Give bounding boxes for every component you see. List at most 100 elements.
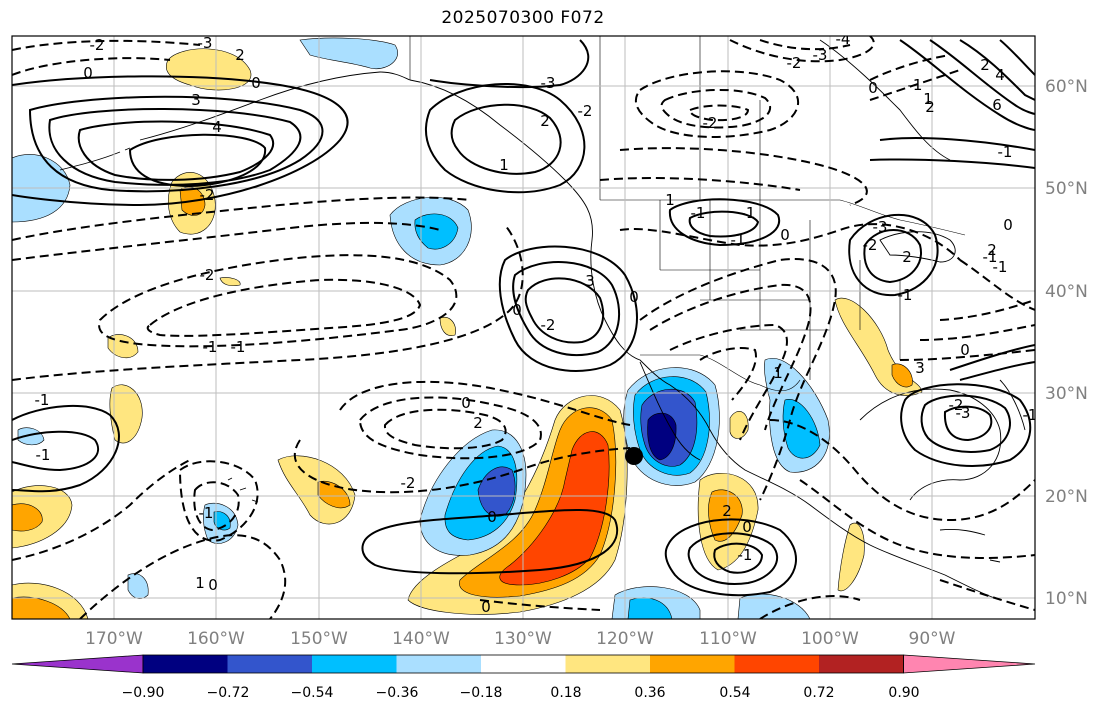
lon-label: 140°W	[392, 629, 450, 649]
contour-line	[450, 103, 562, 175]
longitude-labels: 170°W 160°W 150°W 140°W 130°W 120°W 110°…	[85, 629, 956, 649]
colorbar-tick-label: −0.72	[207, 685, 250, 701]
contour-line	[599, 177, 801, 191]
contour-label: -2	[578, 102, 593, 120]
contour-label: 2	[987, 241, 997, 259]
colorbar-segment	[565, 655, 651, 673]
positive-anomaly	[729, 411, 749, 439]
contour-line	[146, 278, 422, 337]
contour-line	[79, 534, 287, 619]
colorbar-segment	[481, 655, 566, 673]
us-mexico-border	[640, 354, 801, 392]
contour-line	[660, 88, 772, 129]
contour-label: 2	[540, 112, 550, 130]
contour-line	[879, 137, 1035, 151]
contour-label: -4	[836, 30, 851, 48]
contour-label: -2	[90, 36, 105, 54]
contour-line	[12, 57, 171, 76]
colorbar-segment	[650, 655, 735, 673]
contour-line	[688, 210, 760, 238]
contour-label: 1	[499, 156, 509, 174]
colorbar-tick-labels: −0.90 −0.72 −0.54 −0.36 −0.18 0.18 0.36 …	[122, 685, 920, 701]
contour-line	[869, 158, 1035, 169]
contour-line	[28, 95, 324, 193]
contour-label: -1	[35, 391, 50, 409]
contour-label: -1	[199, 504, 214, 522]
contour-label: 0	[1003, 216, 1013, 234]
contour-label: 0	[461, 394, 471, 412]
contour-line	[959, 259, 1035, 311]
contour-line	[524, 277, 605, 344]
anomaly-shading	[12, 37, 923, 619]
contour-line	[759, 39, 851, 51]
negative-anomaly	[17, 427, 45, 446]
contour-line	[383, 408, 507, 450]
contour-line	[512, 261, 621, 356]
contour-label: 0	[960, 341, 970, 359]
contour-line	[919, 324, 1035, 341]
contour-line	[634, 70, 800, 138]
contour-label: -1	[983, 248, 998, 266]
contour-label: -1	[741, 204, 756, 222]
colorbar-segment	[734, 655, 820, 673]
contour-line	[193, 481, 240, 532]
contour-label: -2	[401, 474, 416, 492]
contour-label: -3	[198, 34, 213, 52]
contour-line	[863, 229, 922, 284]
contour-label: -1	[738, 546, 753, 564]
contour-label: 0	[742, 518, 752, 536]
positive-anomaly	[499, 431, 610, 586]
contour-label: -3	[541, 74, 556, 92]
contour-line	[12, 75, 349, 207]
hudson-bay-coast	[819, 39, 951, 161]
contour-label: 0	[481, 598, 491, 616]
contour-line	[949, 344, 1035, 371]
coastlines	[59, 39, 1026, 601]
contour-line	[999, 39, 1035, 76]
lat-label: 60°N	[1045, 77, 1088, 97]
lon-label: 90°W	[909, 629, 956, 649]
lat-label: 50°N	[1045, 179, 1088, 199]
contour-label: 2	[235, 46, 245, 64]
contour-line	[688, 104, 750, 122]
colorbar-tick-label: −0.18	[460, 685, 503, 701]
contour-label: -3	[956, 404, 971, 422]
colorbar-segment	[312, 655, 397, 673]
positive-anomaly	[107, 334, 139, 359]
contour-label: -1	[1023, 406, 1038, 424]
contour-label: 4	[212, 118, 222, 136]
positive-anomaly	[708, 489, 743, 542]
contour-label: -2	[949, 396, 964, 414]
contour-label: 2	[980, 56, 990, 74]
colorbar-tick-label: 0.18	[550, 685, 581, 701]
contour-line	[959, 361, 1035, 381]
colorbar-tick-label: 0.54	[719, 685, 750, 701]
positive-anomaly	[837, 522, 865, 592]
contour-label: -3	[813, 46, 828, 64]
dashed-contours	[12, 36, 1035, 619]
contour-line	[939, 299, 1035, 321]
contour-line	[699, 347, 757, 401]
contour-label: 0	[83, 64, 93, 82]
caribbean-islands	[939, 529, 1001, 563]
contour-label: 2	[722, 502, 732, 520]
contour-label: 0	[512, 301, 522, 319]
colorbar	[11, 654, 1036, 674]
contour-line	[899, 349, 1035, 361]
us-canada-border	[600, 199, 966, 236]
contour-label: 0	[629, 288, 639, 306]
lon-label: 110°W	[699, 629, 757, 649]
contour-line	[178, 460, 259, 542]
contour-line	[293, 439, 631, 494]
contour-label: 3	[915, 359, 925, 377]
contour-line	[12, 224, 524, 381]
contour-line	[98, 254, 458, 348]
contour-line	[668, 198, 781, 247]
contour-line	[848, 213, 939, 297]
positive-anomaly	[219, 277, 241, 287]
positive-anomaly	[439, 316, 456, 336]
contour-label: -1	[231, 338, 246, 356]
positive-anomaly	[317, 480, 351, 509]
contour-line	[429, 39, 590, 89]
